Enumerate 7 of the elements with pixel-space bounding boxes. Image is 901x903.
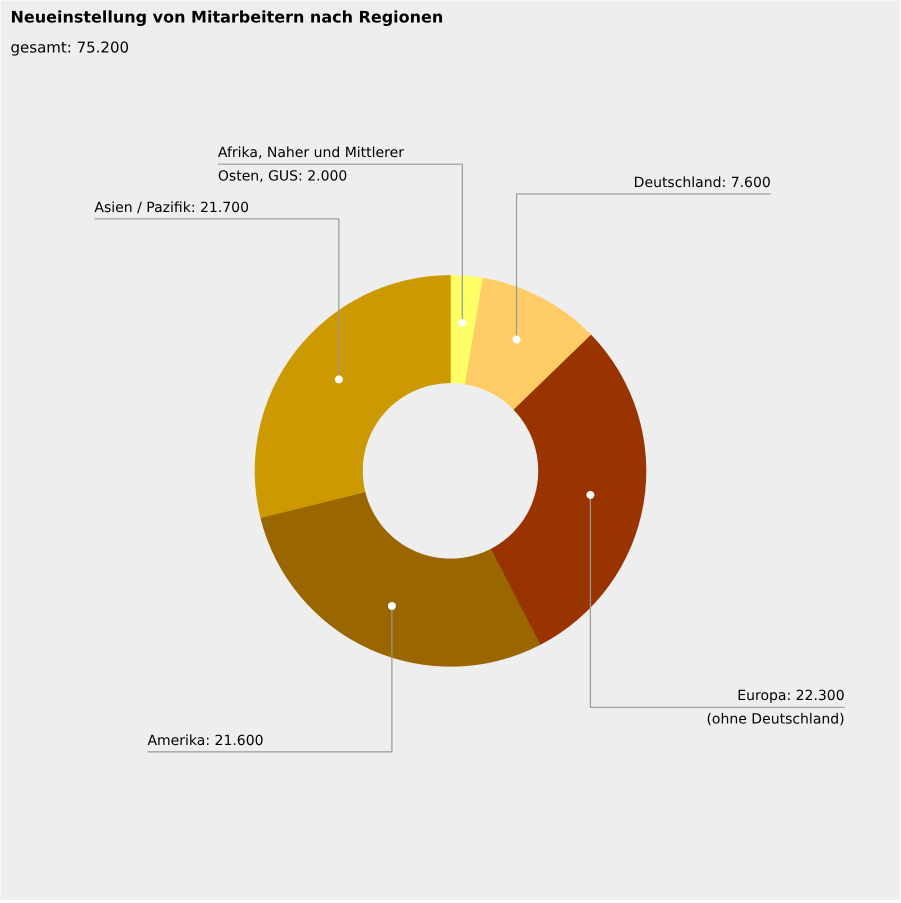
chart-subtitle: gesamt: 75.200: [10, 38, 130, 56]
chart-title: Neueinstellung von Mitarbeitern nach Regionen: [10, 8, 444, 26]
slice-label: Afrika, Naher und Mittlerer Osten, GUS: 2.000: [218, 145, 404, 184]
slice-label: Asien / Pazifik: 21.700: [94, 200, 249, 216]
slice-label: Deutschland: 7.600: [634, 174, 771, 191]
slice-label: Europa: 22.300 (ohne Deutschland): [706, 688, 845, 728]
slice-label: Amerika: 21.600: [147, 732, 264, 749]
